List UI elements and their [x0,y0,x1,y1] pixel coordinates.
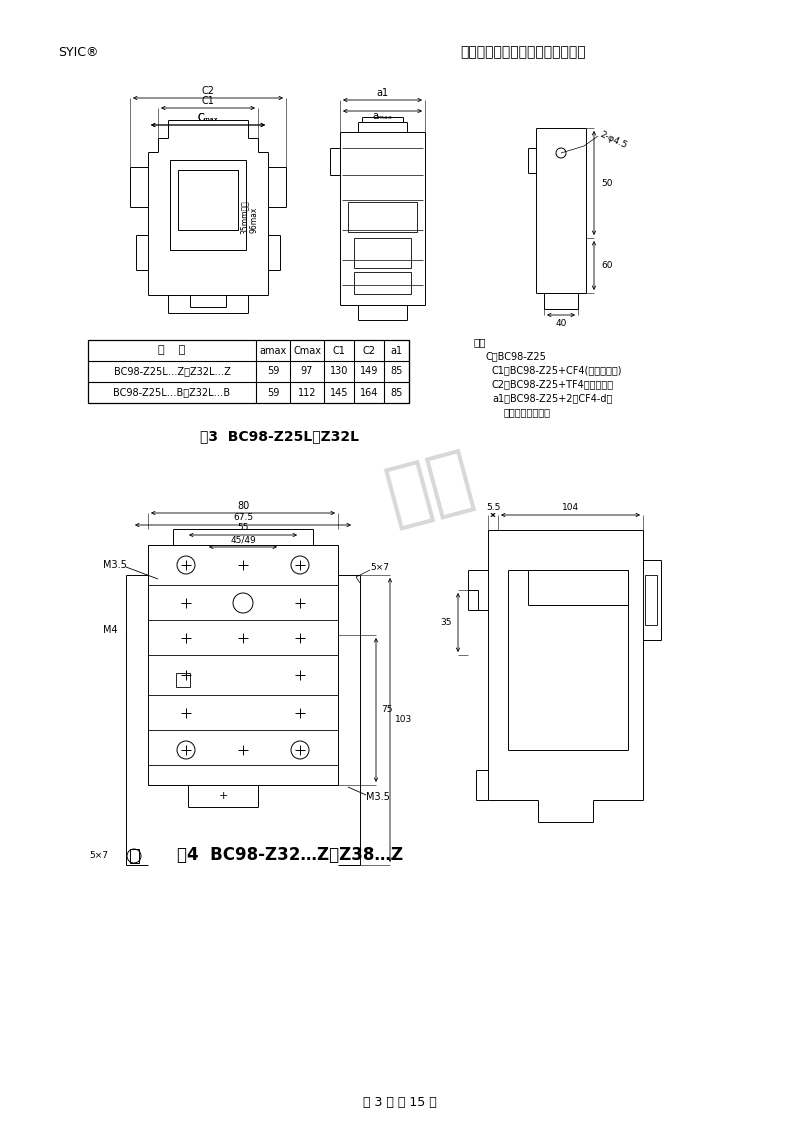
Text: 85: 85 [390,387,402,397]
Text: 第 3 页 共 15 页: 第 3 页 共 15 页 [363,1096,437,1108]
Text: Cₘₐₓ: Cₘₐₓ [198,113,218,123]
Text: C1: C1 [202,96,214,106]
Bar [176,674,190,687]
Text: C：BC98-Z25: C：BC98-Z25 [486,351,547,361]
Text: 145: 145 [330,387,348,397]
Text: 注：: 注： [474,337,486,348]
Bar [148,544,338,784]
Text: BC98-Z25L…B、Z32L…B: BC98-Z25L…B、Z32L…B [114,387,230,397]
Text: 5×7: 5×7 [370,563,389,572]
Text: 103: 103 [395,715,412,724]
Text: 96max: 96max [250,207,258,233]
Text: 图3  BC98-Z25L、Z32L: 图3 BC98-Z25L、Z32L [201,429,359,443]
Text: amax: amax [259,345,286,355]
Text: 5×7: 5×7 [89,851,108,860]
Text: M3.5: M3.5 [366,792,390,801]
Text: C2: C2 [362,345,375,355]
Text: +: + [218,791,228,801]
Text: 67.5: 67.5 [233,514,253,523]
Bar [88,340,409,403]
Text: 5.5: 5.5 [486,504,500,513]
Text: （侧挂辅助触头）: （侧挂辅助触头） [504,408,551,417]
Text: 75: 75 [381,705,393,714]
Text: Cmax: Cmax [293,345,321,355]
Text: BC98-Z25L…Z、Z32L…Z: BC98-Z25L…Z、Z32L…Z [114,367,230,377]
Bar [130,849,139,863]
Text: 35: 35 [441,618,452,627]
Text: SYIC®: SYIC® [58,45,98,59]
Text: M4: M4 [103,625,118,635]
Text: 149: 149 [360,367,378,377]
Text: 45/49: 45/49 [230,535,256,544]
Text: 85: 85 [390,367,402,377]
Bar [645,575,657,625]
Text: 图4  BC98-Z32…Z、Z38…Z: 图4 BC98-Z32…Z、Z38…Z [177,846,403,864]
Text: 沈阳二一三控制电器制造有限公司: 沈阳二一三控制电器制造有限公司 [460,45,586,59]
Text: 2-φ4.5: 2-φ4.5 [598,130,628,151]
Text: 欲价: 欲价 [379,444,481,532]
Text: 112: 112 [298,387,316,397]
Text: 59: 59 [267,367,279,377]
Text: 59: 59 [267,387,279,397]
Text: 40: 40 [555,318,566,327]
Text: a1: a1 [390,345,402,355]
Text: 50: 50 [601,179,613,188]
Text: a1: a1 [377,88,389,98]
Text: 35mm卡轨: 35mm卡轨 [239,200,249,234]
Text: 型    号: 型 号 [158,345,186,355]
Text: Cₘₐₓ: Cₘₐₓ [198,113,218,123]
Text: C2：BC98-Z25+TF4（延时头）: C2：BC98-Z25+TF4（延时头） [492,379,614,389]
Text: 80: 80 [237,501,249,511]
Text: aₘₐₓ: aₘₐₓ [373,111,393,121]
Bar [348,201,417,232]
Text: M3.5: M3.5 [103,560,127,571]
Text: 130: 130 [330,367,348,377]
Text: C1：BC98-Z25+CF4(辅助触头组): C1：BC98-Z25+CF4(辅助触头组) [492,365,622,375]
Text: 55: 55 [238,523,249,532]
Bar [170,160,246,250]
Text: 164: 164 [360,387,378,397]
Text: 97: 97 [301,367,313,377]
Text: C1: C1 [333,345,346,355]
Text: 60: 60 [601,261,613,271]
Text: a1：BC98-Z25+2（CF4-d）: a1：BC98-Z25+2（CF4-d） [492,393,612,403]
Bar [178,170,238,230]
Text: 104: 104 [562,504,579,513]
Text: C2: C2 [202,86,214,96]
Bar [354,272,411,294]
Bar [354,238,411,268]
